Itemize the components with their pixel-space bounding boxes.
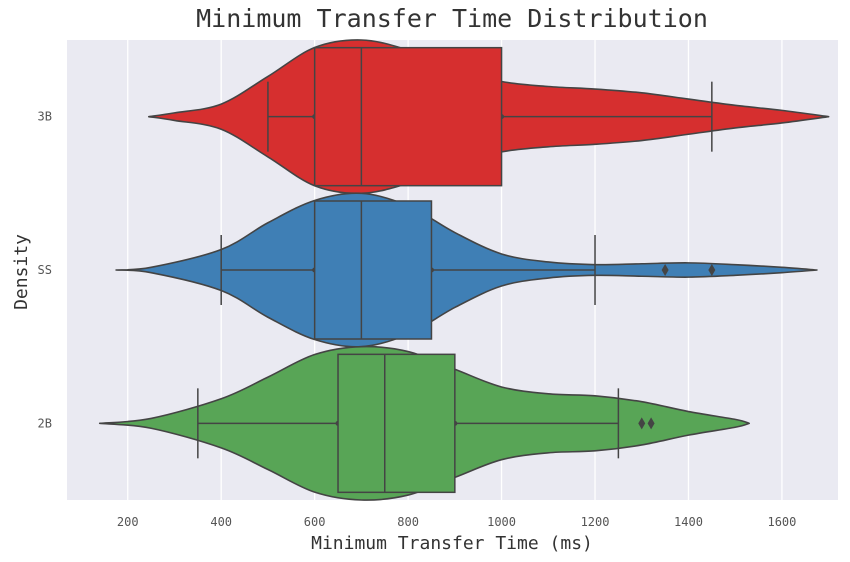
y-tick-labels: 3B SS 2B (38, 110, 52, 431)
y-tick-label-ss: SS (38, 263, 52, 277)
y-tick-label-3b: 3B (38, 110, 52, 124)
x-tick-label-400: 400 (210, 515, 232, 529)
box-3b (313, 46, 503, 187)
x-tick-label-600: 600 (304, 515, 326, 529)
x-tick-label-1600: 1600 (767, 515, 796, 529)
y-axis-label: Density (11, 234, 32, 310)
outlier-ss-0 (661, 264, 669, 276)
box-ss (313, 200, 433, 340)
outlier-2b-0 (638, 417, 646, 430)
x-tick-label-1000: 1000 (487, 515, 516, 529)
x-tick-label-800: 800 (397, 515, 419, 529)
box-2b (337, 353, 456, 494)
x-tick-label-1400: 1400 (674, 515, 703, 529)
outlier-ss-1 (708, 264, 716, 276)
outlier-2b-1 (647, 417, 655, 430)
x-axis-label: Minimum Transfer Time (ms) (311, 533, 593, 554)
y-tick-label-2b: 2B (38, 416, 52, 430)
x-tick-label-1200: 1200 (581, 515, 610, 529)
x-tick-labels: 200 400 600 800 1000 1200 1400 1600 (117, 515, 796, 529)
x-tick-label-200: 200 (117, 515, 139, 529)
chart-title: Minimum Transfer Time Distribution (196, 4, 708, 33)
boxes (313, 46, 503, 494)
